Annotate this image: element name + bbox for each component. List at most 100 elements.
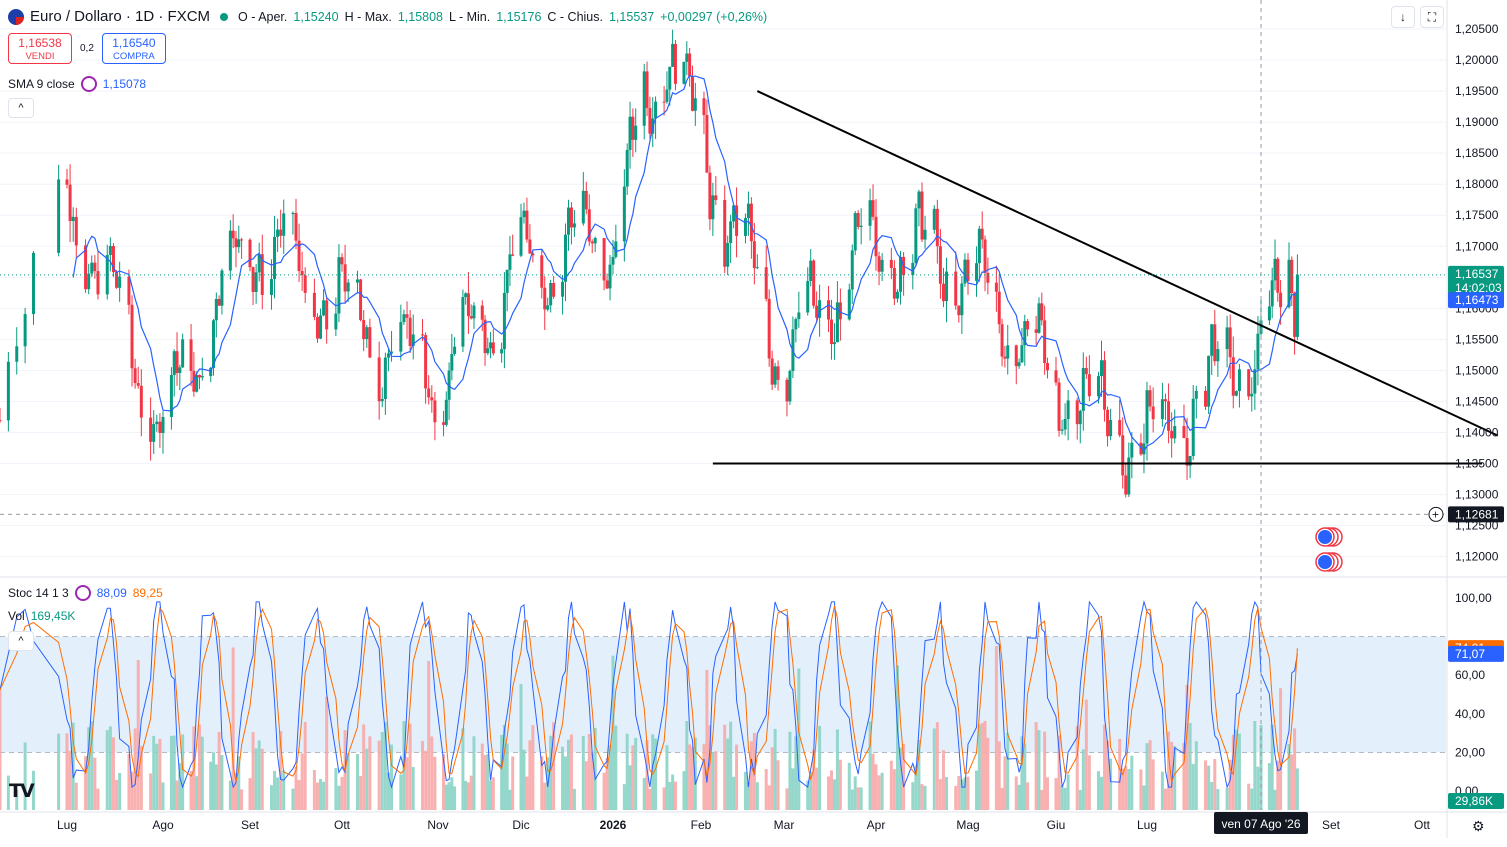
volume-bar [197,724,201,810]
volume-bar [540,756,544,810]
volume-bar [945,777,949,810]
volume-bar [743,771,747,810]
stoch-settings-icon[interactable] [74,585,91,601]
candle-body [566,207,570,235]
volume-bar [257,740,261,810]
volume-bar [920,784,924,810]
candle-body [856,213,860,227]
volume-bar [0,689,2,810]
volume-bar [587,734,591,810]
volume-bar [502,724,506,810]
candle-body [1026,321,1030,330]
volume-bar [442,754,446,810]
collapse-legend-button[interactable]: ^ [8,98,34,118]
candle-body [1204,390,1208,407]
candle-body [118,276,122,288]
candle-body [489,342,493,349]
stoch-d-value: 89,25 [132,586,163,600]
candle-body [74,216,78,246]
candle-body [806,280,810,313]
volume-bar [430,736,434,810]
candle-body [815,305,819,318]
volume-bar [158,738,162,810]
volume-bar [365,748,369,810]
volume-bar [386,772,390,810]
candle-body [877,256,881,272]
volume-bar [291,788,295,810]
stoch-legend[interactable]: Stoc 14 1 3 88,09 89,25 [8,585,163,601]
candle-body [1207,355,1211,407]
fullscreen-button[interactable]: ⛶ [1420,6,1444,28]
volume-bar [1000,788,1004,810]
volume-bar [155,743,159,810]
volume-bar [32,770,35,810]
candle-body [776,366,780,380]
price-tick-label: 1,20000 [1455,53,1499,67]
candle-body [359,279,363,321]
candle-body [1034,329,1038,333]
volume-bar [1142,785,1146,810]
candle-body [1210,324,1214,356]
candle-body [231,230,235,239]
time-tick-label: Nov [427,818,448,832]
volume-bar [935,722,939,810]
candle-body [605,280,609,289]
candle-body [1188,456,1192,466]
sma-settings-icon[interactable] [80,76,97,92]
volume-bar [732,776,736,810]
candle-body [1194,390,1198,399]
candle-body [546,305,550,310]
candle-body [1023,321,1027,346]
buy-button[interactable]: 1,16540 COMPRA [101,33,166,64]
sma-legend[interactable]: SMA 9 close 1,15078 [8,76,146,92]
candle-body [1182,426,1186,439]
candle-body [549,283,553,306]
collapse-osc-button[interactable]: ^ [8,631,34,651]
volume-bar [450,777,454,810]
symbol-title[interactable]: Euro / Dollaro · 1D · FXCM [30,8,211,25]
event-markers[interactable] [1315,527,1343,572]
volume-bar [911,782,915,810]
open-value: 1,15240 [293,9,339,24]
volume-bar [214,764,218,810]
volume-bar [220,754,224,810]
volume-bar [645,739,649,810]
volume-bar [377,740,381,810]
volume-bar [572,788,576,810]
candle-body [1160,399,1164,420]
candle-body [1103,360,1107,410]
volume-bar [625,733,629,810]
volume-legend[interactable]: Vol 169,45K [8,609,75,623]
candle-body [611,256,615,265]
download-button[interactable]: ↓ [1391,6,1415,28]
volume-bar [723,724,727,810]
volume-bar [217,731,221,810]
volume-bar [847,762,851,810]
sell-button[interactable]: 1,16538 VENDI [8,33,72,64]
current-price-tag-text: 1,16537 [1455,267,1499,281]
trendlines[interactable] [712,90,1499,465]
volume-bar [181,734,185,810]
volume-bar [702,744,706,810]
volume-bar [634,737,638,810]
volume-bar [1293,728,1297,810]
candle-body [788,370,792,402]
candle-body [108,245,112,255]
volume-bar [84,756,88,810]
volume-bar [1023,743,1027,810]
volume-bar [1228,759,1232,810]
tradingview-logo[interactable]: TV [9,780,35,802]
candle-body [1290,259,1294,293]
candle-body [453,346,457,354]
candle-body [365,327,369,340]
candle-body [561,281,565,297]
candle-body [590,241,594,244]
candle-body [172,351,176,376]
gear-icon[interactable]: ⚙ [1472,818,1485,834]
candle-body [602,237,606,281]
candle-body [1151,406,1155,420]
volume-bar [1084,699,1088,810]
candle-body [522,210,526,218]
high-value: 1,15808 [397,9,443,24]
